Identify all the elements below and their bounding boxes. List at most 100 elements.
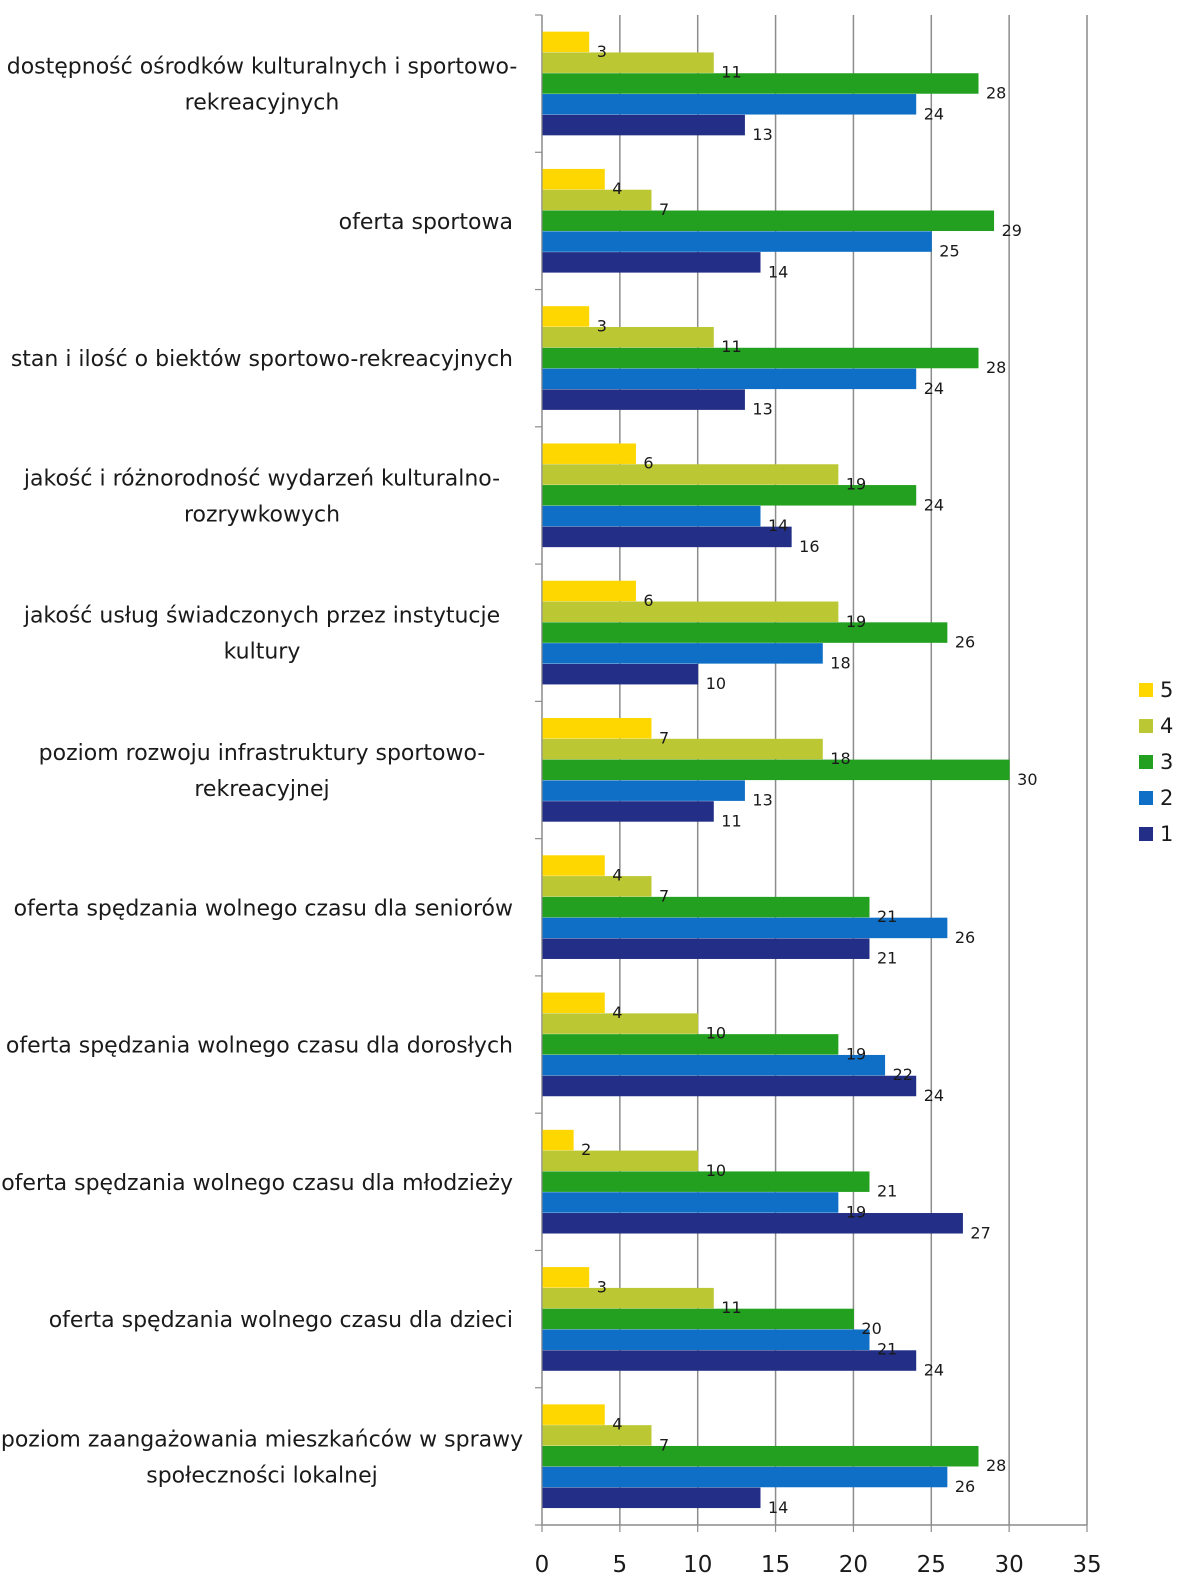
bar [542,855,605,876]
bar-value-label: 21 [877,1340,897,1359]
bar [542,31,590,53]
legend-swatch [1139,755,1153,769]
bar-value-label: 24 [924,1086,944,1105]
category-label: oferta spędzania wolnego czasu dla dziec… [49,1308,513,1333]
bar [542,1013,699,1034]
category-label-line: oferta spędzania wolnego czasu dla senio… [14,896,513,921]
bar-value-label: 26 [955,633,975,652]
category-label: oferta spędzania wolnego czasu dla doros… [6,1034,513,1059]
bar-value-label: 18 [830,749,850,768]
bar [542,1404,605,1425]
bar [542,252,761,273]
bar-value-label: 24 [924,379,944,398]
bar [542,780,745,801]
bar [542,505,761,527]
bar-value-label: 7 [659,728,669,747]
bar [542,580,636,602]
bar [542,389,745,410]
x-tick-label: 35 [1072,1552,1101,1576]
bar [542,992,605,1014]
bar [542,738,823,760]
x-tick-label: 15 [761,1552,790,1576]
bar-value-label: 3 [597,42,607,61]
bar [542,1350,917,1371]
bar-value-label: 14 [768,516,788,535]
legend-label: 2 [1160,786,1173,810]
bar-value-label: 11 [721,1298,741,1317]
legend: 5 4 3 2 1 [1139,678,1173,846]
category-label: oferta spędzania wolnego czasu dla senio… [14,896,513,921]
bar-value-label: 14 [768,1498,788,1517]
bar-value-label: 27 [970,1223,990,1242]
bar [542,718,652,739]
bar-value-label: 21 [877,949,897,968]
bar-value-label: 26 [955,928,975,947]
x-tick-label: 20 [839,1552,868,1576]
bar [542,896,870,918]
category-label-line: oferta spędzania wolnego czasu dla doros… [6,1034,513,1059]
bar-value-label: 19 [846,1202,866,1221]
bar [542,801,714,822]
legend-label: 3 [1160,750,1173,774]
x-tick-label: 5 [613,1552,628,1576]
bar-value-label: 20 [861,1319,881,1338]
category-labels: dostępność ośrodków kulturalnych i sport… [1,55,523,1489]
bar-value-label: 24 [924,1361,944,1380]
bar [542,210,995,232]
bar [542,759,1010,781]
category-label: jakość i różnorodność wydarzeń kulturaln… [23,466,500,527]
category-label: poziom zaangażowania mieszkańców w spraw… [1,1427,523,1488]
bar [542,601,839,623]
category-label-line: oferta spędzania wolnego czasu dla młodz… [1,1171,513,1196]
bar-value-label: 25 [939,242,959,261]
category-label-line: dostępność ośrodków kulturalnych i sport… [7,55,518,80]
category-label-line: jakość usług świadczonych przez instytuc… [23,604,500,629]
bar-value-label: 2 [581,1140,591,1159]
bar-value-label: 6 [643,454,653,473]
category-label-line: społeczności lokalnej [146,1463,378,1488]
category-label-line: rekreacyjnej [194,777,329,802]
bar-value-label: 7 [659,1435,669,1454]
data-labels: 3112824134729251431128241361924141661926… [581,42,1037,1517]
bar-value-label: 24 [924,495,944,514]
bar [542,326,714,348]
legend-swatch [1139,791,1153,805]
category-label-line: stan i ilość o biektów sportowo-rekreacy… [11,347,513,372]
bar-value-label: 18 [830,653,850,672]
bar-value-label: 21 [877,1182,897,1201]
bars [542,31,1010,1509]
category-label: jakość usług świadczonych przez instytuc… [23,604,500,665]
bar-value-label: 19 [846,475,866,494]
bar-value-label: 10 [706,1161,726,1180]
bar-value-label: 28 [986,358,1006,377]
bar-value-label: 6 [643,591,653,610]
bar-value-label: 4 [612,1003,622,1022]
bar [542,917,948,939]
bar [542,1445,979,1467]
bar [542,1487,761,1509]
bar-value-label: 24 [924,104,944,123]
category-label: oferta spędzania wolnego czasu dla młodz… [1,1171,513,1196]
bar [542,622,948,643]
bar-value-label: 19 [846,1044,866,1063]
category-label-line: kultury [224,640,301,665]
bar [542,94,917,115]
category-label-line: rekreacyjnych [185,91,340,116]
bar [542,114,745,136]
bar-value-label: 3 [597,316,607,335]
category-label: poziom rozwoju infrastruktury sportowo-r… [39,741,486,802]
bar [542,938,870,959]
bar [542,1075,917,1097]
legend-swatch [1139,683,1153,697]
bar-value-label: 11 [721,811,741,830]
bar-value-label: 13 [752,125,772,144]
axes [535,14,1088,1532]
category-label-line: poziom rozwoju infrastruktury sportowo- [39,741,486,766]
bar [542,876,652,897]
bar [542,1287,714,1309]
bar-value-label: 7 [659,886,669,905]
bar-value-label: 30 [1017,770,1037,789]
bar-value-label: 4 [612,1415,622,1434]
x-tick-label: 10 [683,1552,712,1576]
bar [542,1171,870,1192]
